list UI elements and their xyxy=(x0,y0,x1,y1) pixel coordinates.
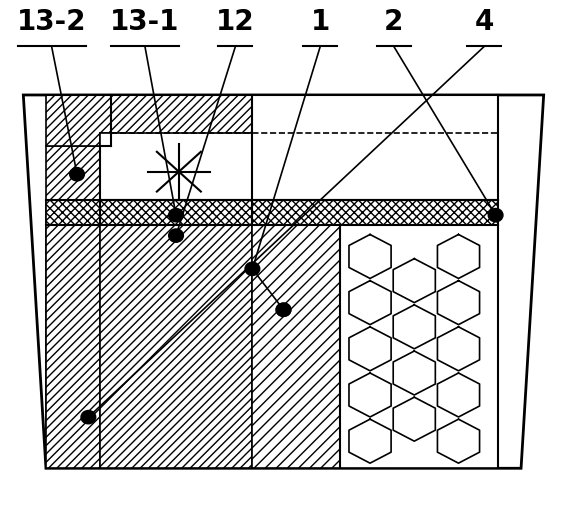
Polygon shape xyxy=(46,226,100,468)
Polygon shape xyxy=(46,95,111,146)
Circle shape xyxy=(81,410,96,424)
Bar xyxy=(46,200,498,226)
Text: 2: 2 xyxy=(384,8,404,36)
Circle shape xyxy=(70,167,84,181)
Polygon shape xyxy=(100,226,252,468)
Circle shape xyxy=(276,303,291,316)
Text: 12: 12 xyxy=(216,8,255,36)
Polygon shape xyxy=(111,95,252,146)
Bar xyxy=(100,133,252,200)
Polygon shape xyxy=(23,95,544,468)
Polygon shape xyxy=(252,226,340,468)
Circle shape xyxy=(245,262,260,276)
Circle shape xyxy=(168,229,183,242)
Circle shape xyxy=(276,303,291,316)
Text: 4: 4 xyxy=(475,8,494,36)
Polygon shape xyxy=(100,133,252,146)
Polygon shape xyxy=(46,146,100,468)
Bar xyxy=(340,226,498,468)
Text: 13-1: 13-1 xyxy=(110,8,180,36)
Text: 13-2: 13-2 xyxy=(17,8,86,36)
Bar xyxy=(252,95,498,200)
Text: 1: 1 xyxy=(311,8,330,36)
Circle shape xyxy=(488,209,503,222)
Circle shape xyxy=(168,209,183,222)
